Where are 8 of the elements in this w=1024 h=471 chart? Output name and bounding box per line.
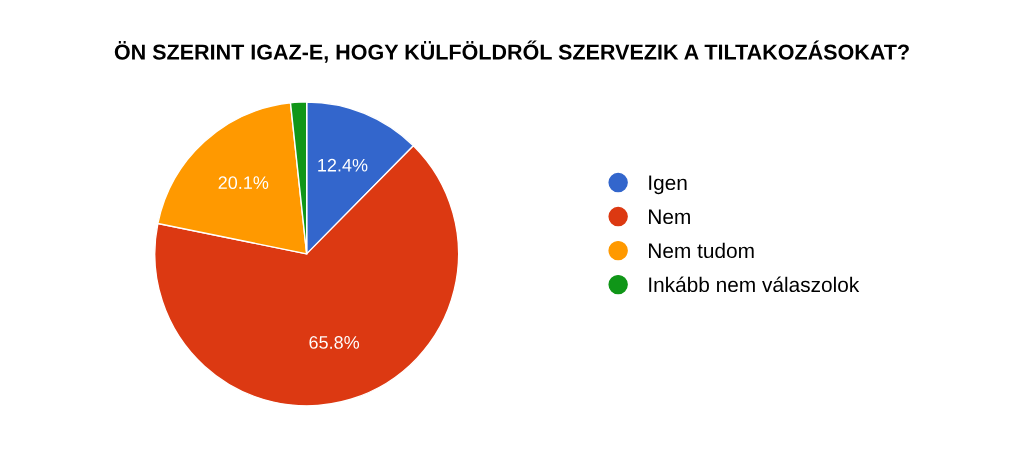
data-label: 65.8% (309, 336, 360, 349)
data-label: 20.1% (218, 176, 269, 190)
legend-label: Igen (649, 175, 687, 195)
data-label: 12.4% (318, 158, 368, 172)
legend-label: Nem (649, 209, 690, 225)
legend-label: Inkább nem válaszolok (649, 276, 860, 293)
chart-title: ÖN SZERINT IGAZ-E, HOGY KÜLFÖLDRŐL SZERVEZIK A TILTAKOZÁSOKAT? (114, 40, 909, 63)
legend-label: Nem tudom (649, 242, 754, 259)
